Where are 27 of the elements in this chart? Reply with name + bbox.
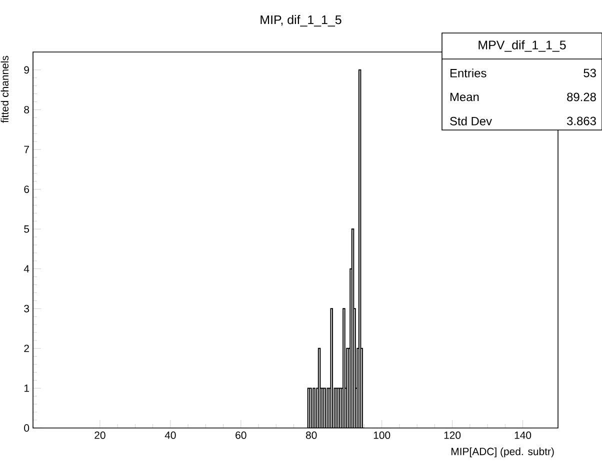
y-tick-label: 7 bbox=[24, 146, 29, 154]
text: MPV_dif_1_1_5 bbox=[478, 40, 566, 52]
annotation: Mean bbox=[450, 92, 479, 102]
text: 3.863 bbox=[567, 116, 596, 126]
x-tick-label: 20 bbox=[94, 432, 106, 439]
y-tick-label: 1 bbox=[24, 384, 29, 392]
x-tick-label: 100 bbox=[374, 432, 390, 439]
y-tick-label: 5 bbox=[24, 225, 30, 233]
x-tick-label: 140 bbox=[514, 432, 532, 439]
x-tick-label: 120 bbox=[444, 432, 461, 439]
x-axis-title: MIP[ADC] (ped. subtr) bbox=[451, 448, 554, 458]
y-tick-label: 9 bbox=[24, 66, 29, 74]
y-axis-title: fitted channels bbox=[0, 56, 8, 123]
text: 89.28 bbox=[567, 92, 596, 102]
x-tick-label: 60 bbox=[236, 432, 246, 439]
y-tick-label: 4 bbox=[24, 265, 30, 272]
x-tick-label: 80 bbox=[306, 432, 317, 439]
y-tick-label: 8 bbox=[24, 106, 30, 114]
y-tick-label: 0 bbox=[24, 424, 30, 432]
x-tick-label: 40 bbox=[164, 432, 176, 439]
y-tick-label: 3 bbox=[24, 304, 30, 312]
annotation: Std Dev bbox=[450, 116, 492, 126]
y-tick-label: 2 bbox=[24, 344, 29, 352]
y-tick-label: 6 bbox=[24, 186, 30, 193]
text: 53 bbox=[584, 68, 596, 78]
chart-title: MIP, dif_1_1_5 bbox=[260, 14, 342, 26]
annotation: Entries bbox=[450, 68, 486, 78]
